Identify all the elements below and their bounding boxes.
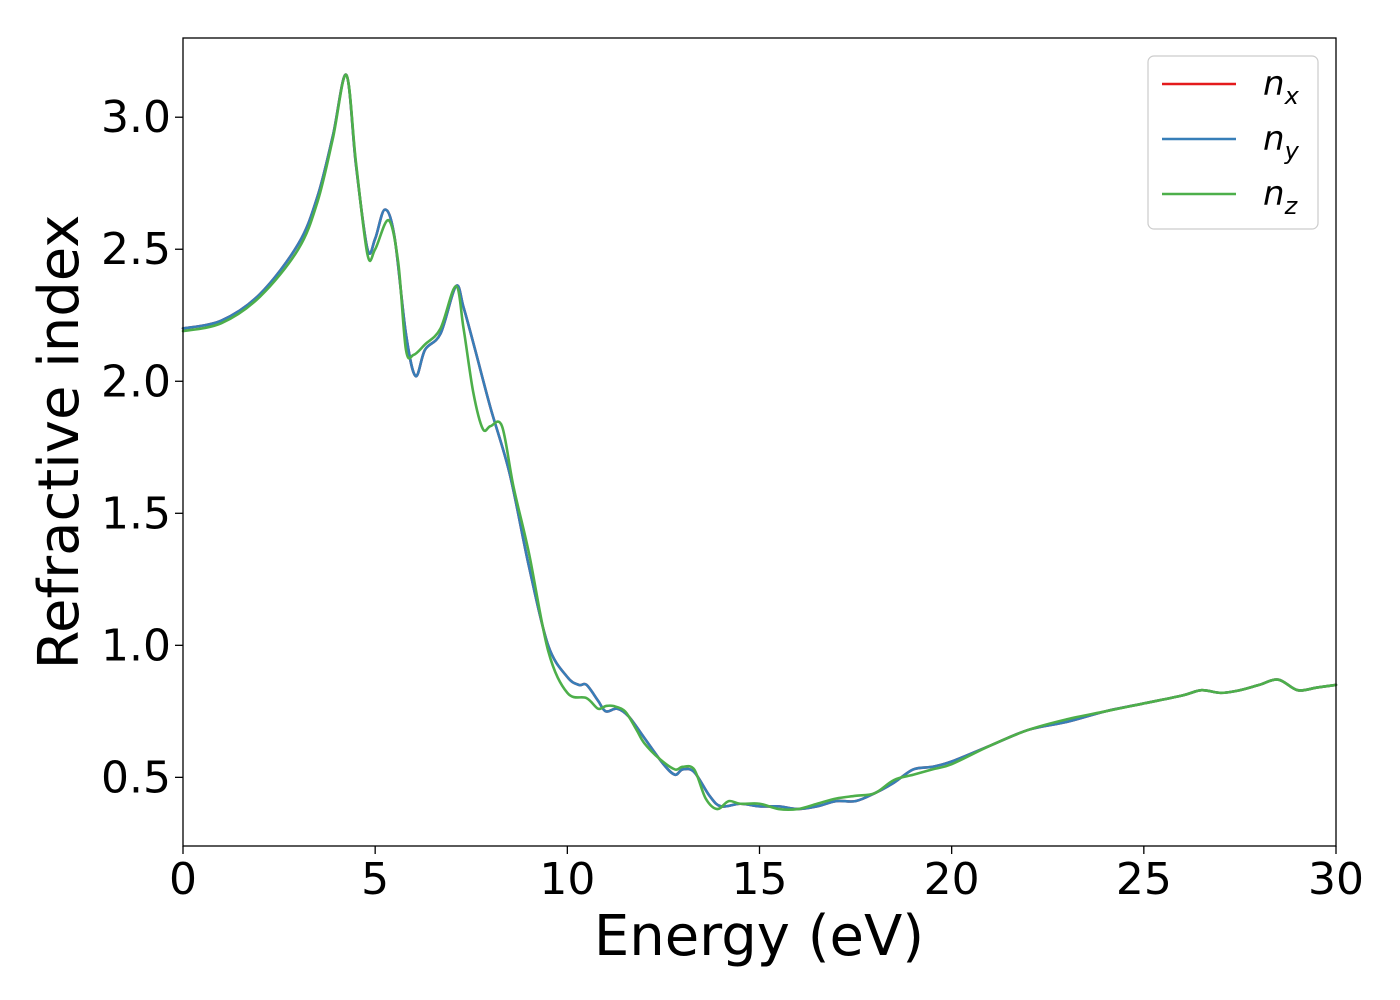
plot-lines — [181, 73, 1338, 811]
y-axis: 0.5 1.0 1.5 2.0 2.5 3.0 — [101, 92, 183, 803]
legend-label-subscript: z — [1284, 192, 1299, 220]
x-tick-label: 30 — [1308, 854, 1364, 905]
y-tick-label: 2.0 — [101, 356, 171, 407]
series-line-ny — [181, 73, 1338, 811]
legend-label-main: n — [1263, 174, 1285, 214]
y-tick-label: 3.0 — [101, 92, 171, 143]
legend-label-main: n — [1263, 64, 1285, 104]
x-tick-label: 0 — [169, 854, 197, 905]
y-tick-label: 1.5 — [101, 488, 171, 539]
x-tick-label: 5 — [361, 854, 389, 905]
y-tick-label: 1.0 — [101, 620, 171, 671]
legend-label: nx — [1263, 64, 1300, 110]
y-tick-label: 0.5 — [101, 752, 171, 803]
legend-label: ny — [1263, 119, 1300, 165]
x-tick-label: 25 — [1116, 854, 1172, 905]
legend-box — [1147, 55, 1319, 230]
x-tick-label: 20 — [924, 854, 980, 905]
x-axis-title: Energy (eV) — [594, 904, 924, 969]
legend-label-subscript: y — [1284, 137, 1300, 165]
x-tick-label: 10 — [539, 854, 595, 905]
series-line-nz — [181, 73, 1338, 811]
x-tick-label: 15 — [732, 854, 788, 905]
legend-label: nz — [1263, 174, 1299, 220]
legend-label-subscript: x — [1284, 82, 1300, 110]
y-axis-title: Refractive index — [27, 215, 92, 670]
y-tick-label: 2.5 — [101, 224, 171, 275]
x-axis: 0 5 10 15 20 25 30 — [169, 846, 1364, 905]
legend-label-main: n — [1263, 119, 1285, 159]
